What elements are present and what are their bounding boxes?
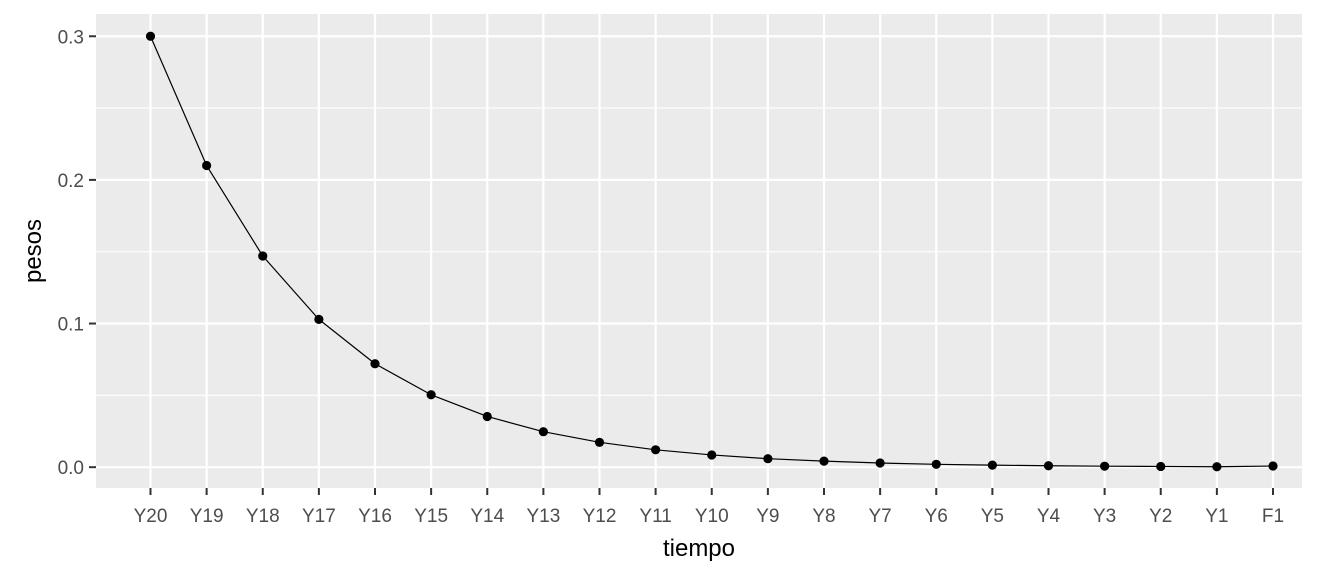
- series-pesos: [145, 31, 1278, 472]
- x-tick-label: Y17: [302, 506, 336, 527]
- y-tick-label: 0.2: [58, 171, 84, 192]
- x-tick-label: F1: [1262, 506, 1284, 527]
- data-point: [1043, 461, 1054, 471]
- data-point: [931, 459, 941, 469]
- y-tick-label: 0.1: [58, 315, 84, 336]
- data-point: [538, 427, 548, 437]
- x-tick-label: Y11: [639, 506, 671, 527]
- data-point: [763, 454, 773, 464]
- x-tick-label: Y14: [470, 506, 504, 527]
- x-tick-label: Y8: [812, 506, 835, 527]
- data-point: [202, 160, 212, 171]
- data-point: [707, 450, 717, 460]
- x-tick-label: Y7: [869, 506, 892, 527]
- x-tick-label: Y13: [526, 506, 560, 527]
- data-point: [987, 460, 997, 470]
- data-point: [1212, 462, 1222, 472]
- x-tick-label: Y6: [925, 506, 948, 527]
- data-point: [594, 437, 605, 447]
- data-point: [1156, 461, 1166, 472]
- data-point: [258, 251, 268, 261]
- data-point: [314, 314, 324, 324]
- x-tick-label: Y18: [246, 506, 280, 527]
- x-axis-title: tiempo: [663, 535, 735, 562]
- y-tick-label: 0.0: [58, 458, 84, 479]
- x-tick-label: Y12: [583, 506, 617, 527]
- x-tick-label: Y9: [756, 506, 779, 527]
- y-tick-label: 0.3: [58, 27, 84, 48]
- x-tick-label: Y15: [414, 506, 448, 527]
- y-axis-title: pesos: [20, 219, 47, 283]
- data-point: [1100, 461, 1110, 471]
- data-point: [819, 456, 829, 466]
- x-tick-label: Y5: [981, 506, 1004, 527]
- x-tick-label: Y4: [1037, 506, 1061, 527]
- y-axis: 0.0 0.1 0.2 0.3: [58, 27, 96, 479]
- data-point: [426, 390, 436, 400]
- x-tick-label: Y3: [1093, 506, 1116, 527]
- data-point: [370, 359, 380, 369]
- x-tick-label: Y20: [134, 506, 168, 527]
- x-tick-label: Y10: [695, 506, 729, 527]
- data-point: [875, 458, 885, 468]
- x-tick-label: Y16: [358, 506, 392, 527]
- data-point: [651, 445, 661, 455]
- x-axis: Y20 Y19 Y18 Y17 Y16 Y15 Y14 Y13 Y12 Y11 Y10 Y9 Y8 Y7 Y…: [134, 488, 1284, 527]
- data-point: [482, 411, 492, 422]
- minor-gridlines: [96, 107, 1302, 396]
- data-point: [145, 31, 156, 41]
- x-tick-label: Y1: [1205, 506, 1228, 527]
- data-point: [1268, 461, 1278, 471]
- plot-panel: [96, 14, 1302, 488]
- x-tick-label: Y19: [190, 506, 224, 527]
- major-gridlines: [96, 14, 1302, 488]
- x-tick-label: Y2: [1149, 506, 1172, 527]
